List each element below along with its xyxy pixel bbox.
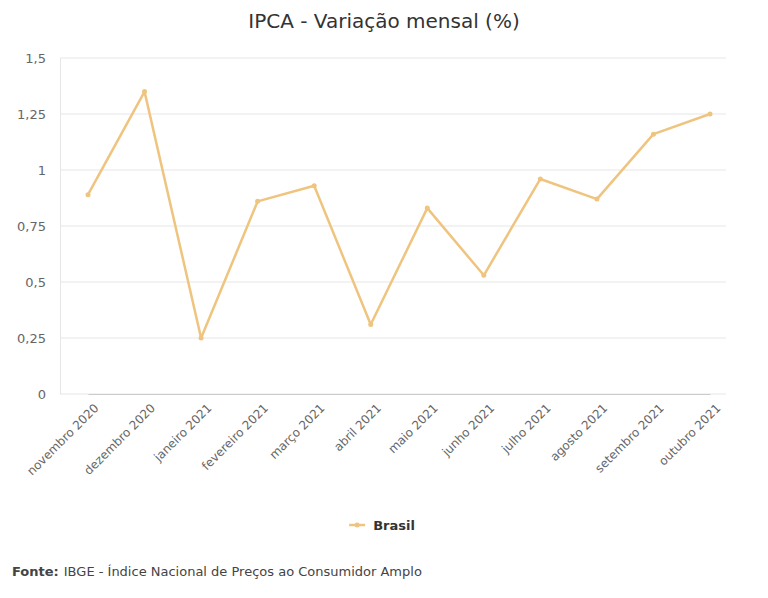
source-text: IBGE - Índice Nacional de Preços ao Cons… xyxy=(64,564,422,579)
point[interactable] xyxy=(86,192,91,197)
y-tick: 1 xyxy=(38,163,60,178)
x-tick: março 2021 xyxy=(267,394,328,462)
point[interactable] xyxy=(594,197,599,202)
point[interactable] xyxy=(708,112,713,117)
y-tick: 0,25 xyxy=(17,331,60,346)
y-tick: 0 xyxy=(38,387,60,402)
y-tick-label: 1,5 xyxy=(25,51,46,66)
point[interactable] xyxy=(199,336,204,341)
point[interactable] xyxy=(425,206,430,211)
x-tick-label: junho 2021 xyxy=(439,401,498,460)
x-tick: setembro 2021 xyxy=(592,394,667,476)
source: Fonte: IBGE - Índice Nacional de Preços a… xyxy=(12,564,422,579)
y-tick-label: 0,25 xyxy=(17,331,46,346)
y-axis-line xyxy=(60,59,61,395)
y-tick-label: 1 xyxy=(38,163,46,178)
grid-line xyxy=(60,58,726,59)
x-tick: julho 2021 xyxy=(498,394,554,457)
y-axis: 0 0,25 0,5 0,75 1 1,25 1,5 xyxy=(17,51,60,402)
x-tick-label: março 2021 xyxy=(267,401,328,462)
x-tick: janeiro 2021 xyxy=(151,394,215,465)
grid-line xyxy=(60,170,726,171)
x-tick-label: fevereiro 2021 xyxy=(199,401,271,473)
grid-line xyxy=(60,114,726,115)
source-label: Fonte: xyxy=(12,564,59,579)
x-tick-label: agosto 2021 xyxy=(547,401,610,464)
series-line xyxy=(88,92,710,338)
y-tick: 1,25 xyxy=(17,107,60,122)
x-tick: outubro 2021 xyxy=(656,394,723,468)
x-tick: maio 2021 xyxy=(385,394,440,456)
y-tick: 0,75 xyxy=(17,219,60,234)
x-tick: agosto 2021 xyxy=(547,394,610,464)
x-tick-label: abril 2021 xyxy=(331,401,384,454)
x-tick-label: janeiro 2021 xyxy=(151,401,215,465)
x-tick: abril 2021 xyxy=(331,394,384,454)
legend: Brasil xyxy=(349,518,415,533)
plot-area xyxy=(86,89,713,340)
x-tick-label: setembro 2021 xyxy=(592,401,667,476)
y-tick: 0,5 xyxy=(25,275,60,290)
point[interactable] xyxy=(481,273,486,278)
legend-item[interactable]: Brasil xyxy=(349,518,415,533)
x-tick-label: outubro 2021 xyxy=(656,401,723,468)
x-tick-label: julho 2021 xyxy=(498,401,554,457)
point[interactable] xyxy=(312,183,317,188)
legend-marker xyxy=(355,523,360,528)
y-tick-label: 0 xyxy=(38,387,46,402)
grid-line xyxy=(60,394,726,395)
point[interactable] xyxy=(368,322,373,327)
point[interactable] xyxy=(142,89,147,94)
x-axis-line xyxy=(89,394,711,395)
grid-line xyxy=(60,338,726,339)
point[interactable] xyxy=(651,132,656,137)
grid-line xyxy=(60,226,726,227)
grid-line xyxy=(60,282,726,283)
x-tick: fevereiro 2021 xyxy=(199,394,271,473)
x-tick-label: dezembro 2020 xyxy=(81,401,158,478)
x-tick: dezembro 2020 xyxy=(81,394,158,478)
legend-label: Brasil xyxy=(373,518,415,533)
point[interactable] xyxy=(255,199,260,204)
y-tick-label: 1,25 xyxy=(17,107,46,122)
title: IPCA - Variação mensal (%) xyxy=(248,9,519,33)
y-tick-label: 0,5 xyxy=(25,275,46,290)
x-tick: junho 2021 xyxy=(439,394,498,460)
chart: IPCA - Variação mensal (%) 0 0,25 0,5 0,75 1 1… xyxy=(0,0,768,598)
grid xyxy=(60,58,726,394)
x-tick-label: maio 2021 xyxy=(385,401,440,456)
y-tick-label: 0,75 xyxy=(17,219,46,234)
x-axis: novembro 2020dezembro 2020janeiro 2021fe… xyxy=(24,394,723,478)
y-tick: 1,5 xyxy=(25,51,60,66)
point[interactable] xyxy=(538,176,543,181)
